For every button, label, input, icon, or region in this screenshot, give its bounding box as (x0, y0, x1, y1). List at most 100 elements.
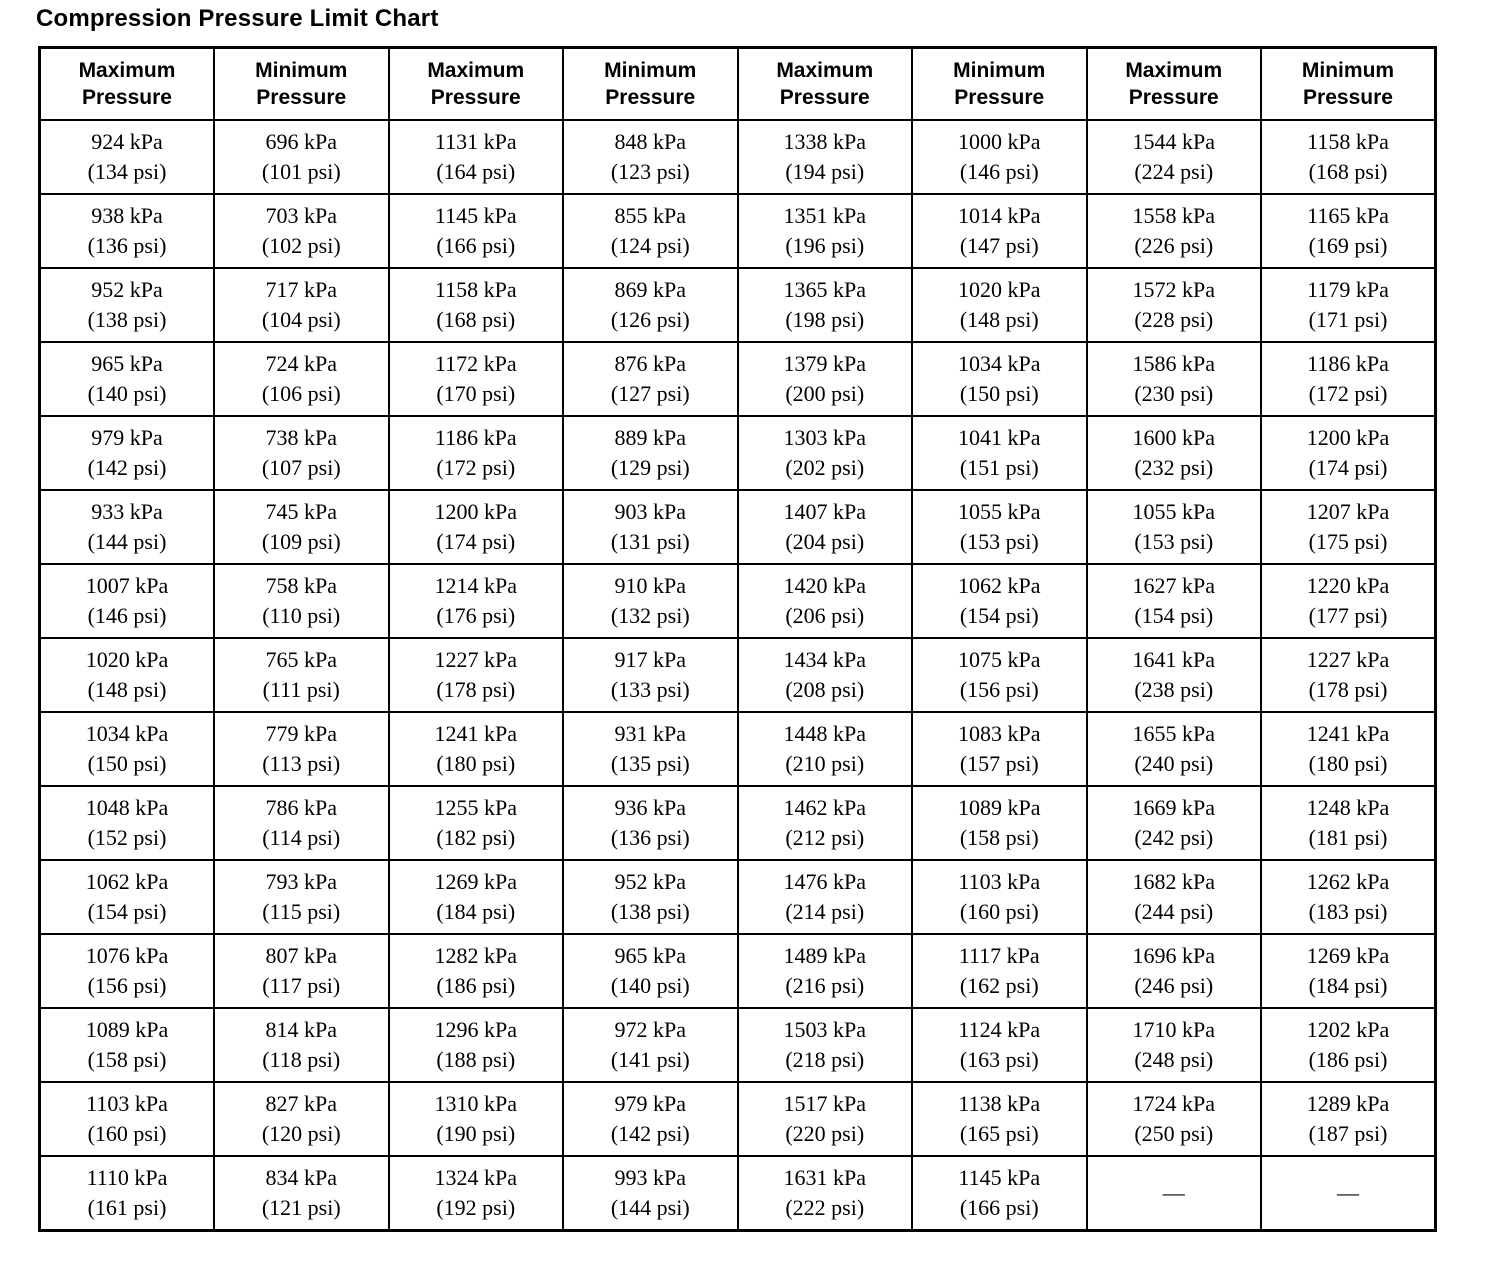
kpa-value: 1103 kPa (958, 869, 1041, 894)
kpa-value: 1165 kPa (1307, 203, 1389, 228)
pressure-cell: 1020 kPa (148 psi) (38, 637, 215, 713)
kpa-value: 1310 kPa (434, 1091, 518, 1116)
kpa-value: 1158 kPa (434, 277, 517, 302)
kpa-value: 779 kPa (265, 721, 338, 746)
kpa-value: 1476 kPa (783, 869, 867, 894)
pressure-cell: 1269 kPa (184 psi) (1260, 933, 1437, 1009)
col-header-min-3: Minimum Pressure (911, 46, 1088, 121)
pressure-cell: 1489 kPa (216 psi) (736, 933, 913, 1009)
psi-value: (182 psi) (436, 825, 516, 850)
kpa-value: 924 kPa (91, 129, 163, 154)
pressure-cell: 1241 kPa (180 psi) (387, 711, 564, 787)
pressure-cell: 1131 kPa (164 psi) (387, 119, 564, 195)
pressure-cell: 738 kPa (107 psi) (213, 415, 390, 491)
pressure-cell: 1627 kPa (154 psi) (1085, 563, 1262, 639)
psi-value: (136 psi) (87, 233, 167, 258)
psi-value: (181 psi) (1308, 825, 1388, 850)
table-row: 1103 kPa (160 psi) 827 kPa (120 psi) 1310 kP… (38, 1081, 1437, 1157)
kpa-value: 1014 kPa (958, 203, 1041, 228)
kpa-value: 1462 kPa (783, 795, 867, 820)
kpa-value: 1448 kPa (783, 721, 867, 746)
table-row: 924 kPa (134 psi) 696 kPa (101 psi) 1131 kPa… (38, 119, 1437, 195)
pressure-cell: 1138 kPa (165 psi) (911, 1081, 1088, 1157)
pressure-cell: 1365 kPa (198 psi) (736, 267, 913, 343)
pressure-cell: 1289 kPa (187 psi) (1260, 1081, 1437, 1157)
kpa-value: 1669 kPa (1132, 795, 1216, 820)
pressure-cell: 1255 kPa (182 psi) (387, 785, 564, 861)
psi-value: (170 psi) (436, 381, 516, 406)
kpa-value: 1303 kPa (783, 425, 867, 450)
kpa-value: 1020 kPa (958, 277, 1041, 302)
kpa-value: 1220 kPa (1306, 573, 1390, 598)
table-row: 1089 kPa (158 psi) 814 kPa (118 psi) 1296 kP… (38, 1007, 1437, 1083)
psi-value: (190 psi) (436, 1121, 516, 1146)
table-header: Maximum Pressure Minimum Pressure Maximu… (38, 46, 1437, 121)
psi-value: (135 psi) (610, 751, 690, 776)
psi-value: (101 psi) (261, 159, 341, 184)
psi-value: (107 psi) (261, 455, 341, 480)
kpa-value: 1631 kPa (783, 1165, 867, 1190)
pressure-cell: 1241 kPa (180 psi) (1260, 711, 1437, 787)
pressure-cell: 1282 kPa (186 psi) (387, 933, 564, 1009)
kpa-value: 1062 kPa (958, 573, 1041, 598)
psi-value: (158 psi) (959, 825, 1039, 850)
kpa-value: 965 kPa (91, 351, 163, 376)
kpa-value: 938 kPa (91, 203, 163, 228)
pressure-cell: 1055 kPa (153 psi) (911, 489, 1088, 565)
kpa-value: 1544 kPa (1132, 129, 1216, 154)
pressure-cell: 924 kPa (134 psi) (38, 119, 215, 195)
psi-value: (250 psi) (1134, 1121, 1214, 1146)
pressure-cell: 1310 kPa (190 psi) (387, 1081, 564, 1157)
kpa-value: 1655 kPa (1132, 721, 1216, 746)
kpa-value: 1007 kPa (85, 573, 169, 598)
pressure-cell: 1669 kPa (242 psi) (1085, 785, 1262, 861)
pressure-cell: 933 kPa (144 psi) (38, 489, 215, 565)
table-row: 1076 kPa (156 psi) 807 kPa (117 psi) 1282 kP… (38, 933, 1437, 1009)
kpa-value: 1255 kPa (434, 795, 518, 820)
psi-value: (140 psi) (87, 381, 167, 406)
pressure-cell: 1407 kPa (204 psi) (736, 489, 913, 565)
kpa-value: 1124 kPa (958, 1017, 1041, 1042)
psi-value: (157 psi) (959, 751, 1039, 776)
kpa-value: 1269 kPa (1306, 943, 1390, 968)
psi-value: (186 psi) (436, 973, 516, 998)
pressure-cell: 1338 kPa (194 psi) (736, 119, 913, 195)
psi-value: (214 psi) (785, 899, 865, 924)
pressure-cell: 993 kPa (144 psi) (562, 1155, 739, 1232)
psi-value: (178 psi) (436, 677, 516, 702)
pressure-cell: 1103 kPa (160 psi) (38, 1081, 215, 1157)
kpa-value: 993 kPa (614, 1165, 687, 1190)
psi-value: (220 psi) (785, 1121, 865, 1146)
psi-value: (169 psi) (1308, 233, 1388, 258)
pressure-cell: 1503 kPa (218 psi) (736, 1007, 913, 1083)
pressure-cell: 1544 kPa (224 psi) (1085, 119, 1262, 195)
psi-value: (171 psi) (1308, 307, 1388, 332)
kpa-value: 1572 kPa (1132, 277, 1216, 302)
pressure-cell: 1089 kPa (158 psi) (911, 785, 1088, 861)
kpa-value: 1248 kPa (1306, 795, 1390, 820)
kpa-value: 1034 kPa (85, 721, 169, 746)
kpa-value: 1365 kPa (783, 277, 867, 302)
psi-value: (224 psi) (1134, 159, 1214, 184)
kpa-value: 1158 kPa (1307, 129, 1389, 154)
psi-value: (240 psi) (1134, 751, 1214, 776)
kpa-value: 745 kPa (265, 499, 338, 524)
table-row: 1007 kPa (146 psi) 758 kPa (110 psi) 1214 kP… (38, 563, 1437, 639)
psi-value: (218 psi) (785, 1047, 865, 1072)
document-page: Compression Pressure Limit Chart Maximum… (36, 5, 1437, 1232)
psi-value: (150 psi) (87, 751, 167, 776)
psi-value: (154 psi) (1134, 603, 1214, 628)
kpa-value: 1145 kPa (434, 203, 517, 228)
kpa-value: 1227 kPa (434, 647, 518, 672)
pressure-cell: 1110 kPa (161 psi) (38, 1155, 215, 1232)
pressure-cell: 1075 kPa (156 psi) (911, 637, 1088, 713)
pressure-cell: 1324 kPa (192 psi) (387, 1155, 564, 1232)
pressure-cell: 1227 kPa (178 psi) (387, 637, 564, 713)
psi-value: (208 psi) (785, 677, 865, 702)
psi-value: (184 psi) (1308, 973, 1388, 998)
pressure-cell: 745 kPa (109 psi) (213, 489, 390, 565)
kpa-value: 1200 kPa (434, 499, 518, 524)
psi-value: (133 psi) (610, 677, 690, 702)
pressure-cell: 876 kPa (127 psi) (562, 341, 739, 417)
kpa-value: 1558 kPa (1132, 203, 1216, 228)
